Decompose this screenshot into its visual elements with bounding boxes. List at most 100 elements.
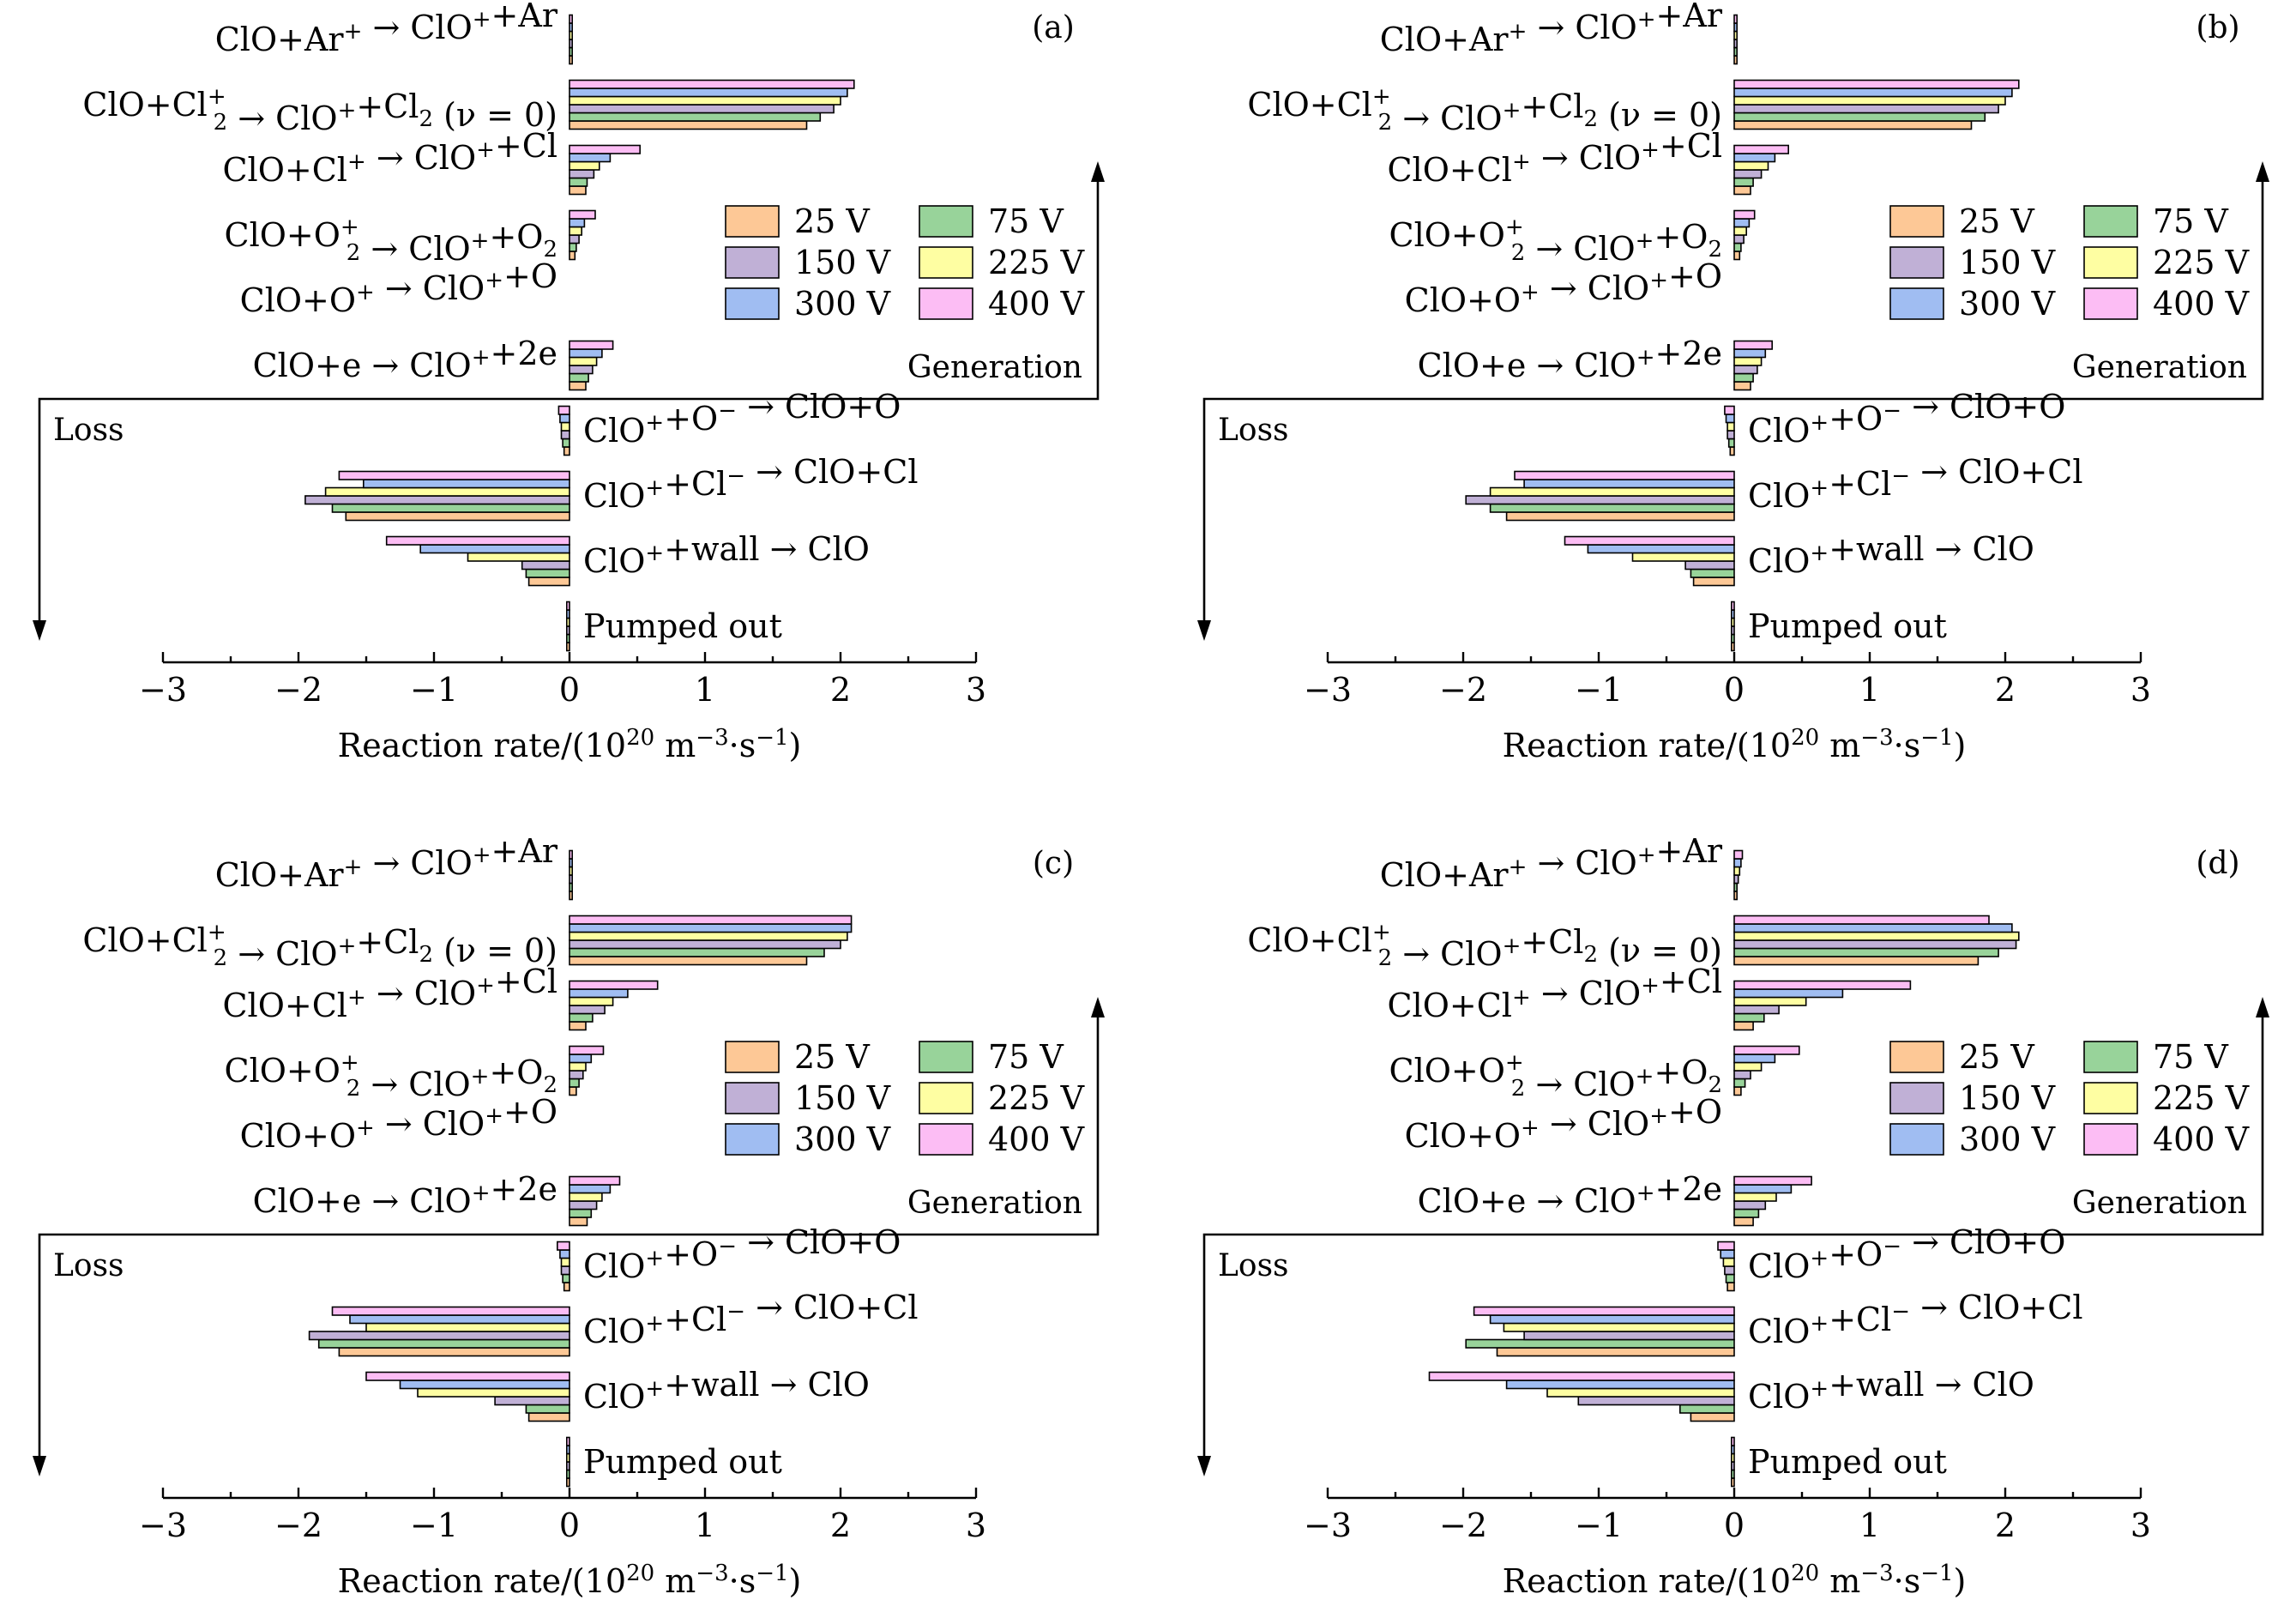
- x-tick-label: 1: [1859, 1506, 1880, 1544]
- legend-label: 400 V: [988, 285, 1085, 323]
- bar-b-0-225V: [1733, 30, 1739, 40]
- bar-c-6-300V: [559, 1249, 570, 1259]
- loss-arrow: [1202, 397, 1734, 631]
- bar-c-6-400V: [556, 1241, 570, 1251]
- bar-c-9-150V: [565, 1461, 570, 1471]
- bar-d-1-150V: [1733, 939, 2017, 950]
- bar-c-7-300V: [349, 1314, 570, 1325]
- x-axis-title: Reaction rate/(1020 m−3·s−1): [1503, 1561, 1967, 1600]
- loss-label-3: Pumped out: [1748, 607, 1947, 645]
- bar-d-8-25V: [1690, 1412, 1735, 1422]
- bar-c-2-150V: [569, 1005, 606, 1015]
- bar-a-9-225V: [565, 617, 570, 627]
- bar-b-3-75V: [1733, 242, 1742, 252]
- bar-c-8-150V: [494, 1396, 570, 1406]
- legend-swatch: [725, 1041, 780, 1073]
- reaction-label-4: ClO+O+ → ClO++O: [1405, 1093, 1722, 1155]
- bar-c-3-225V: [569, 1061, 587, 1072]
- bar-a-3-25V: [569, 251, 576, 261]
- legend-swatch: [1889, 1123, 1944, 1156]
- loss-label-3: Pumped out: [583, 607, 782, 645]
- bar-c-6-150V: [560, 1265, 570, 1276]
- legend-swatch: [1889, 1041, 1944, 1073]
- bar-c-7-150V: [308, 1331, 570, 1341]
- legend-swatch: [725, 205, 780, 238]
- bar-d-0-75V: [1733, 882, 1739, 892]
- bar-c-8-225V: [417, 1387, 570, 1398]
- bar-d-9-25V: [1730, 1477, 1735, 1488]
- bar-a-7-400V: [338, 470, 570, 480]
- bar-d-0-225V: [1733, 866, 1741, 876]
- bar-b-0-25V: [1733, 55, 1739, 65]
- legend-label: 300 V: [1959, 285, 2056, 323]
- bar-d-5-150V: [1733, 1200, 1767, 1211]
- bar-b-7-150V: [1465, 495, 1735, 505]
- legend-label: 75 V: [2153, 202, 2228, 240]
- bar-d-6-400V: [1717, 1241, 1735, 1251]
- bar-d-7-400V: [1473, 1306, 1735, 1316]
- generation-arrowhead: [2256, 997, 2269, 1017]
- generation-label: Generation: [2072, 1186, 2247, 1221]
- generation-arrow: [569, 172, 1100, 401]
- bar-a-0-150V: [569, 39, 574, 49]
- x-tick-label: −1: [410, 671, 458, 709]
- bar-d-6-150V: [1724, 1265, 1735, 1276]
- reaction-label-1: ClO+Cl+ 2 → ClO++Cl2 (ν = 0): [1247, 84, 1722, 137]
- reaction-label-5: ClO+e → ClO++2e: [1418, 1170, 1722, 1220]
- bar-d-5-300V: [1733, 1184, 1793, 1194]
- bar-c-3-150V: [569, 1070, 584, 1080]
- loss-label-3: Pumped out: [583, 1443, 782, 1481]
- bar-b-9-300V: [1730, 609, 1735, 619]
- generation-arrow: [569, 1007, 1100, 1236]
- generation-label: Generation: [2072, 350, 2247, 385]
- x-tick-label: 3: [966, 671, 986, 709]
- loss-label-0: ClO++O− → ClO+O: [1748, 388, 2065, 450]
- bar-c-2-300V: [569, 988, 629, 999]
- bar-d-7-300V: [1489, 1314, 1735, 1325]
- bar-d-5-225V: [1733, 1192, 1777, 1202]
- legend-label: 25 V: [794, 202, 870, 240]
- bar-c-1-225V: [569, 931, 848, 941]
- bar-b-0-75V: [1733, 46, 1739, 57]
- bar-d-8-400V: [1428, 1371, 1735, 1381]
- bar-b-3-300V: [1733, 218, 1751, 228]
- bar-d-0-150V: [1733, 874, 1739, 885]
- bar-a-2-400V: [569, 144, 641, 154]
- loss-arrow: [1202, 1233, 1734, 1466]
- bar-d-5-75V: [1733, 1208, 1760, 1218]
- bar-c-2-225V: [569, 996, 614, 1006]
- legend-swatch: [725, 287, 780, 320]
- reaction-label-0: ClO+Ar+ → ClO++Ar: [1380, 0, 1723, 58]
- bar-c-2-25V: [569, 1021, 587, 1031]
- loss-label-0: ClO++O− → ClO+O: [583, 388, 901, 450]
- bar-c-7-400V: [331, 1306, 570, 1316]
- bar-a-8-75V: [525, 568, 570, 578]
- legend-swatch: [919, 205, 973, 238]
- bar-c-8-75V: [525, 1404, 570, 1414]
- generation-arrow: [1734, 172, 2264, 401]
- legend-label: 400 V: [988, 1120, 1085, 1158]
- bar-a-0-25V: [569, 55, 574, 65]
- loss-label-3: Pumped out: [1748, 1443, 1947, 1481]
- bar-c-9-75V: [565, 1469, 570, 1479]
- reaction-label-1: ClO+Cl+ 2 → ClO++Cl2 (ν = 0): [1247, 920, 1722, 973]
- bar-d-3-25V: [1733, 1086, 1742, 1096]
- reaction-label-4: ClO+O+ → ClO++O: [240, 1093, 557, 1155]
- bar-c-8-400V: [365, 1371, 570, 1381]
- bar-a-9-150V: [565, 625, 570, 636]
- bar-b-9-25V: [1730, 642, 1735, 652]
- bar-b-8-25V: [1692, 577, 1735, 587]
- legend-label: 225 V: [2153, 244, 2250, 281]
- bar-a-1-300V: [569, 88, 848, 98]
- bar-b-2-25V: [1733, 185, 1751, 196]
- bar-a-1-25V: [569, 120, 808, 130]
- panel-label: (b): [2196, 10, 2239, 45]
- bar-c-1-300V: [569, 923, 853, 933]
- bar-a-7-150V: [304, 495, 570, 505]
- loss-label-2: ClO++wall → ClO: [1748, 530, 2034, 580]
- bar-a-6-300V: [559, 414, 570, 424]
- x-axis-title: Reaction rate/(1020 m−3·s−1): [1503, 725, 1967, 764]
- loss-label: Loss: [1218, 413, 1289, 448]
- x-tick-label: −1: [1575, 1506, 1623, 1544]
- bar-a-9-400V: [565, 601, 570, 611]
